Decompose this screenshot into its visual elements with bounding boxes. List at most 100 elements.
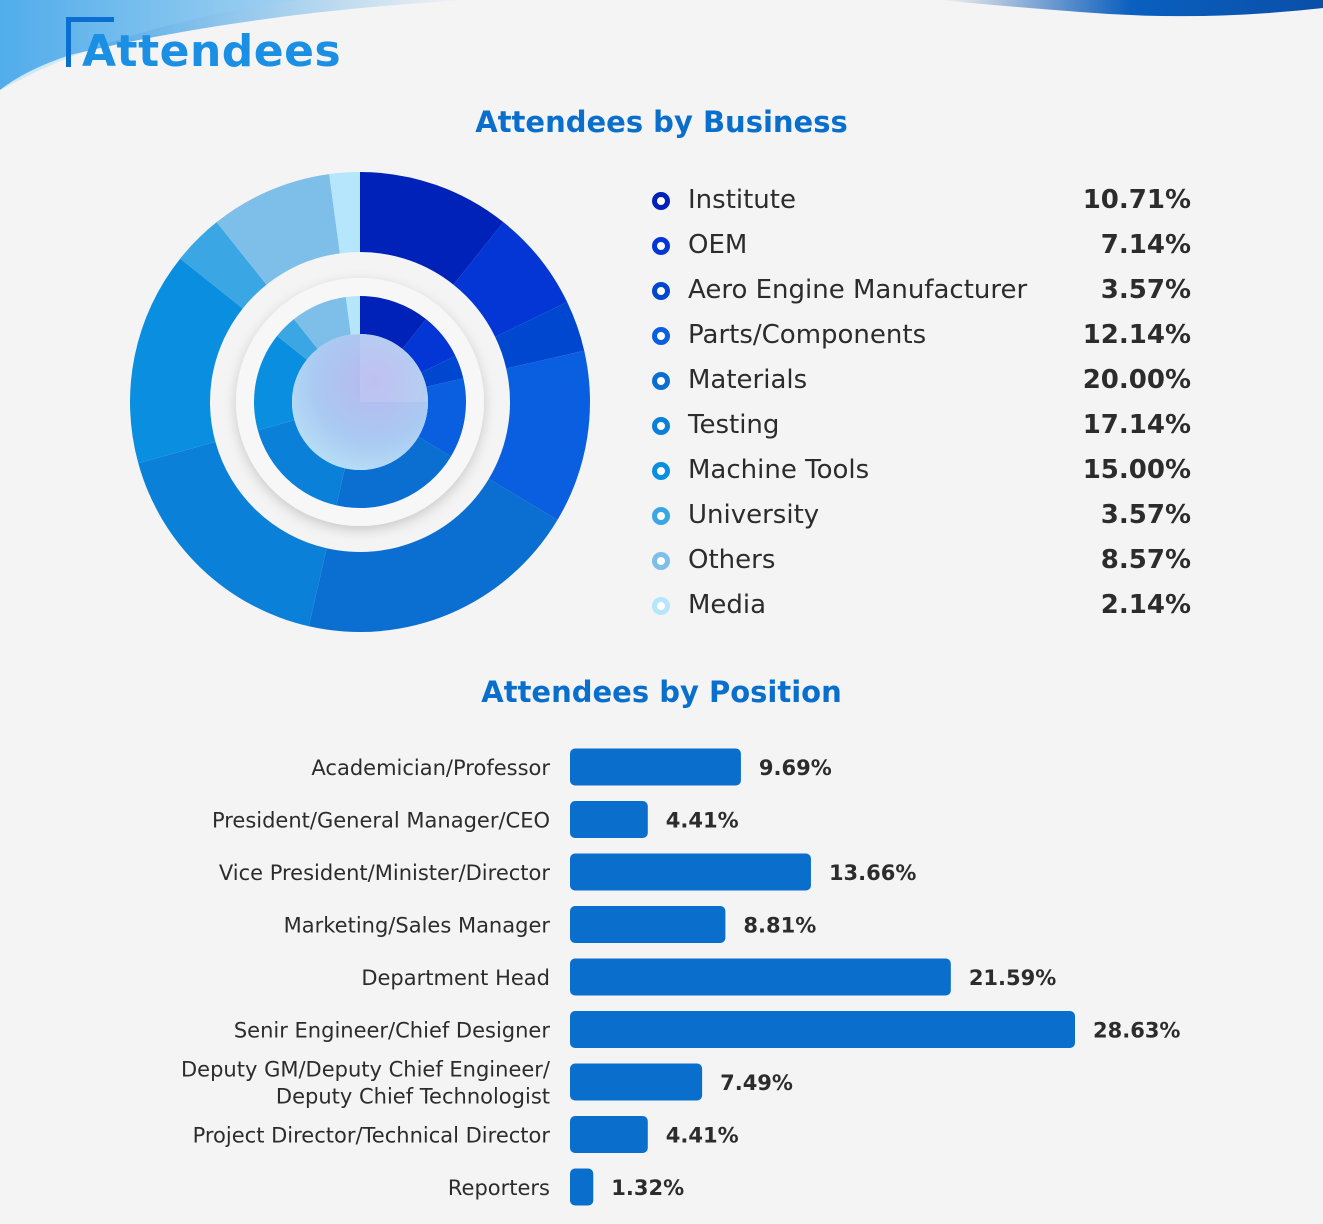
legend-label: Media [688,590,767,620]
header-swoosh-left-light [0,0,300,90]
position-bar-label-9: Reporters [448,1176,550,1200]
donut-inner-slice-8 [277,319,318,360]
position-bar-1 [570,748,741,786]
position-bar-value-9: 1.32% [611,1176,684,1200]
donut-inner-slice-7 [253,335,307,431]
position-bar-4 [570,906,726,943]
legend-item: Testing 17.14% [648,405,1193,450]
position-bar-value-4: 8.81% [743,914,816,938]
legend-label: Others [688,545,776,575]
title-bracket [66,17,114,67]
donut-inner-slice-10 [345,296,360,335]
header-swoosh-left [0,0,470,90]
donut-outer-slice-8 [180,222,267,309]
legend-item: Institute 10.71% [648,180,1193,225]
position-bar-chart: 9.69% Academician/Professor 4.41% President… [181,748,1180,1206]
position-bar-label-5: Department Head [361,966,550,990]
position-bar-label-6: Senir Engineer/Chief Designer [234,1019,551,1043]
legend-swatch [652,237,670,255]
legend-value: 3.57% [1100,275,1191,305]
legend-swatch [652,417,670,435]
legend-label: Institute [688,185,796,215]
legend-value: 12.14% [1082,320,1191,350]
donut-outer-slice-3 [495,302,585,369]
legend-value: 10.71% [1082,185,1191,215]
legend-swatch [652,507,670,525]
position-bar-label-1: Academician/Professor [311,756,550,780]
position-bar-value-5: 21.59% [969,966,1056,990]
legend-swatch [652,327,670,345]
legend-item: OEM 7.14% [648,225,1193,270]
position-bar-label-3: Vice President/Minister/Director [219,861,551,885]
donut-center-highlight [360,334,428,402]
donut-outer-slice-7 [130,258,243,464]
legend-swatch [652,282,670,300]
legend-swatch [652,192,670,210]
legend-swatch [652,462,670,480]
position-bar-value-7: 7.49% [720,1071,793,1095]
donut-outer-slice-9 [216,174,340,285]
donut-outer-slice-2 [453,222,568,337]
legend-value: 8.57% [1100,545,1191,575]
position-bar-label-4: Marketing/Sales Manager [284,914,551,938]
position-bar-8 [570,1116,648,1153]
legend-swatch [652,597,670,615]
legend-label: Machine Tools [688,455,870,485]
position-bar-value-3: 13.66% [829,861,916,885]
position-bar-label-2: President/General Manager/CEO [212,809,550,833]
position-chart-title: Attendees by Position [481,675,842,709]
position-bar-6 [570,1011,1075,1048]
legend-item: University 3.57% [648,495,1193,540]
donut-inner-slice-6 [257,420,345,506]
page-title: Attendees [82,26,342,77]
donut-inner-slice-5 [336,436,452,508]
position-bar-value-1: 9.69% [759,756,832,780]
legend-item: Aero Engine Manufacturer 3.57% [648,270,1193,315]
donut-inner-slice-9 [293,296,351,349]
donut-outer-slice-10 [329,172,360,254]
position-bar-3 [570,853,811,891]
position-bar-label-7: Deputy Chief Technologist [276,1085,550,1109]
business-chart-title: Attendees by Business [475,105,848,139]
position-bar-value-6: 28.63% [1093,1019,1180,1043]
legend-label: Parts/Components [688,320,927,350]
position-bar-7 [570,1063,703,1101]
donut-inner-slice-4 [418,378,466,457]
legend-swatch [652,552,670,570]
legend-value: 20.00% [1082,365,1191,395]
header-swoosh-right [940,0,1323,17]
donut-outer-slice-4 [488,350,590,520]
position-bar-2 [570,801,648,838]
legend-value: 15.00% [1082,455,1191,485]
donut-outer-slice-1 [360,172,504,285]
donut-outer-slice-6 [138,441,327,627]
donut-inner-slice-1 [360,296,427,349]
legend-item: Materials 20.00% [648,360,1193,405]
position-bar-label-8: Project Director/Technical Director [193,1124,551,1148]
legend-label: Aero Engine Manufacturer [688,275,1028,305]
legend-swatch [652,372,670,390]
business-donut-chart [130,172,590,632]
donut-inner-slice-2 [402,319,456,373]
legend-item: Machine Tools 15.00% [648,450,1193,495]
position-bar-5 [570,958,951,996]
legend-label: University [688,500,820,530]
position-bar-label-7: Deputy GM/Deputy Chief Engineer/ [181,1058,551,1082]
header-decoration [0,0,1323,90]
donut-inner-slice-3 [421,355,464,387]
legend-value: 2.14% [1100,590,1191,620]
legend-label: Materials [688,365,808,395]
position-bar-value-8: 4.41% [666,1124,739,1148]
donut-outer-slice-5 [308,478,558,632]
donut-center [292,334,428,470]
position-bar-9 [570,1168,594,1206]
legend-value: 17.14% [1082,410,1191,440]
legend-value: 3.57% [1100,500,1191,530]
business-legend: Institute 10.71% OEM 7.14% Aero Engine Manuf… [648,180,1193,630]
legend-label: OEM [688,230,748,260]
legend-item: Parts/Components 12.14% [648,315,1193,360]
legend-item: Media 2.14% [648,585,1193,630]
position-bar-value-2: 4.41% [666,809,739,833]
legend-item: Others 8.57% [648,540,1193,585]
legend-label: Testing [688,410,780,440]
